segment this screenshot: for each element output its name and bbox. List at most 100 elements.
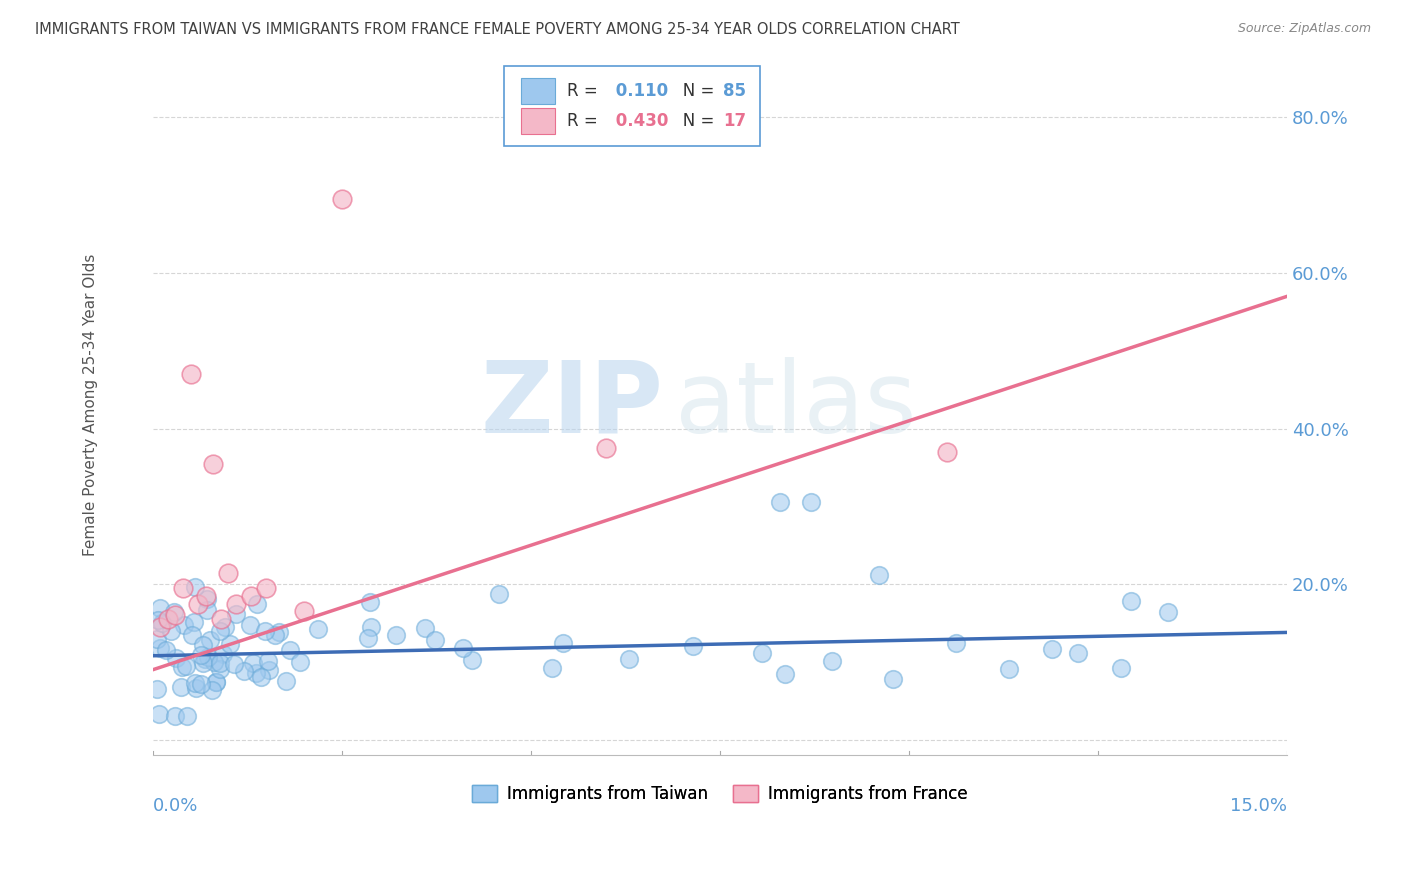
Text: ZIP: ZIP: [481, 357, 664, 454]
Point: [250, 670, 273, 684]
Point: [186, 681, 208, 695]
Point: [149, 620, 172, 634]
Point: [225, 607, 247, 621]
Point: [173, 618, 195, 632]
Point: [1119, 593, 1142, 607]
Point: [146, 613, 169, 627]
Point: [194, 589, 217, 603]
Point: [246, 597, 269, 611]
Point: [187, 597, 209, 611]
Point: [292, 604, 315, 618]
Point: [204, 675, 226, 690]
Point: [191, 638, 214, 652]
Point: [1040, 641, 1063, 656]
Point: [225, 597, 247, 611]
Point: [212, 648, 235, 662]
Text: R =: R =: [567, 112, 603, 130]
Point: [259, 663, 281, 677]
Point: [145, 681, 167, 696]
Point: [257, 654, 280, 668]
Point: [1109, 661, 1132, 675]
Text: 85: 85: [723, 82, 747, 100]
Legend: Immigrants from Taiwan, Immigrants from France: Immigrants from Taiwan, Immigrants from …: [465, 779, 974, 810]
Point: [267, 625, 290, 640]
Point: [998, 662, 1021, 676]
Point: [254, 581, 277, 595]
Point: [413, 621, 436, 635]
Point: [682, 639, 704, 653]
Point: [224, 657, 246, 671]
Point: [233, 664, 256, 678]
Point: [149, 601, 172, 615]
Point: [184, 580, 207, 594]
Text: 0.0%: 0.0%: [153, 797, 198, 815]
FancyBboxPatch shape: [505, 66, 759, 146]
Point: [183, 615, 205, 629]
Point: [208, 656, 231, 670]
Point: [357, 631, 380, 645]
Point: [174, 658, 197, 673]
Point: [190, 677, 212, 691]
Point: [278, 642, 301, 657]
Point: [821, 654, 844, 668]
Point: [209, 624, 232, 639]
Text: N =: N =: [666, 82, 720, 100]
Point: [166, 651, 188, 665]
Point: [245, 666, 267, 681]
Point: [274, 673, 297, 688]
Point: [148, 640, 170, 655]
Point: [868, 568, 890, 582]
Point: [170, 660, 193, 674]
Point: [242, 657, 264, 671]
Point: [159, 624, 181, 639]
Point: [359, 595, 381, 609]
FancyBboxPatch shape: [522, 108, 555, 135]
Point: [461, 653, 484, 667]
Point: [190, 648, 212, 662]
Point: [214, 620, 236, 634]
Point: [882, 672, 904, 686]
Point: [202, 457, 225, 471]
Text: R =: R =: [567, 82, 603, 100]
Point: [541, 661, 564, 675]
Point: [384, 628, 406, 642]
Point: [290, 656, 312, 670]
Point: [488, 587, 510, 601]
Point: [165, 608, 187, 623]
Point: [208, 662, 231, 676]
Point: [205, 674, 228, 689]
Point: [330, 192, 353, 206]
Point: [945, 636, 967, 650]
Point: [307, 622, 329, 636]
Point: [148, 706, 170, 721]
Point: [800, 495, 823, 509]
Point: [451, 640, 474, 655]
Point: [163, 709, 186, 723]
Point: [197, 603, 219, 617]
Point: [150, 615, 173, 630]
Point: [198, 633, 221, 648]
Point: [239, 617, 262, 632]
Point: [193, 656, 215, 670]
Point: [617, 652, 640, 666]
Text: 0.430: 0.430: [610, 112, 668, 130]
Point: [201, 682, 224, 697]
Point: [172, 581, 194, 595]
Point: [264, 627, 287, 641]
Point: [360, 620, 382, 634]
FancyBboxPatch shape: [522, 78, 555, 104]
Point: [194, 652, 217, 666]
Point: [195, 591, 218, 606]
Point: [155, 643, 177, 657]
Point: [551, 636, 574, 650]
Point: [240, 589, 263, 603]
Text: 17: 17: [723, 112, 747, 130]
Point: [176, 709, 198, 723]
Text: atlas: atlas: [675, 357, 917, 454]
Point: [769, 495, 792, 509]
Point: [202, 655, 225, 669]
Point: [145, 632, 167, 646]
Point: [183, 676, 205, 690]
Point: [197, 650, 219, 665]
Point: [180, 367, 202, 381]
